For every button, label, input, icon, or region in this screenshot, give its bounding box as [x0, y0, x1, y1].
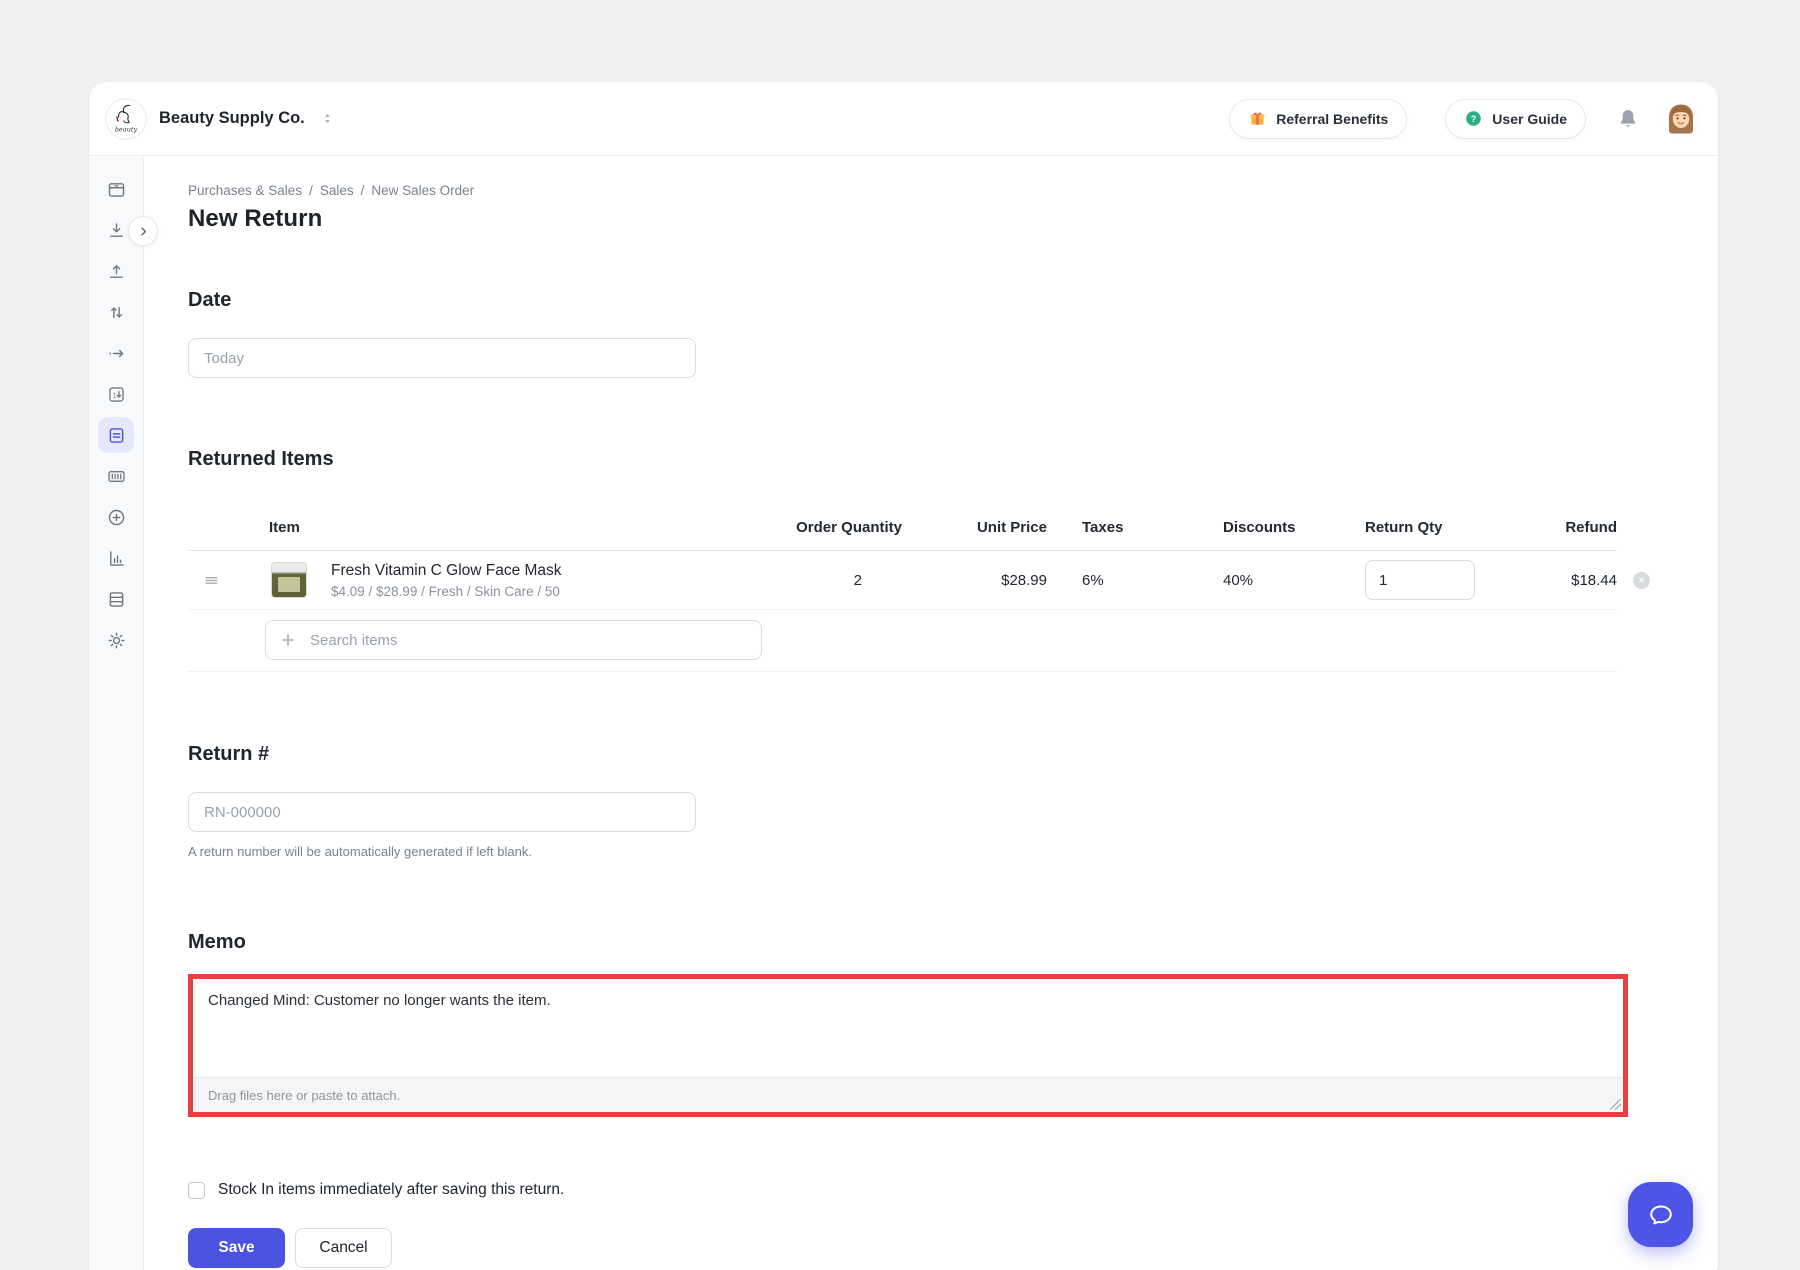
- product-name: Fresh Vitamin C Glow Face Mask: [331, 561, 562, 579]
- company-name: Beauty Supply Co.: [159, 109, 305, 127]
- bar-chart-icon: [109, 550, 124, 566]
- referral-benefits-button[interactable]: Referral Benefits: [1229, 98, 1408, 139]
- app-window: beauty Beauty Supply Co. Referral Benefi…: [89, 82, 1718, 1270]
- return-number-input[interactable]: [188, 792, 696, 832]
- sidebar-item-stock-out[interactable]: [98, 253, 134, 289]
- company-switcher[interactable]: [319, 110, 336, 127]
- drag-handle-icon[interactable]: [203, 572, 220, 589]
- memo-heading: Memo: [188, 931, 246, 953]
- memo-textarea[interactable]: Changed Mind: Customer no longer wants t…: [193, 979, 1623, 1077]
- package-icon: [108, 182, 124, 197]
- row-discounts: 40%: [1223, 571, 1254, 589]
- col-item: Item: [269, 518, 300, 536]
- search-items-input[interactable]: [265, 620, 762, 660]
- bell-icon: [1620, 109, 1636, 127]
- row-refund: $18.44: [1571, 571, 1617, 589]
- breadcrumb-separator: /: [360, 183, 365, 198]
- sidebar-item-stock-in[interactable]: [98, 212, 134, 248]
- breadcrumb: Purchases & Sales / Sales / New Sales Or…: [188, 183, 1683, 198]
- breadcrumb-current: New Sales Order: [371, 183, 475, 198]
- plus-circle-icon: [108, 509, 124, 525]
- gear-icon: [107, 631, 125, 649]
- returned-items-heading: Returned Items: [188, 448, 334, 470]
- memo-highlighted-area: Changed Mind: Customer no longer wants t…: [188, 974, 1628, 1117]
- table-row: Fresh Vitamin C Glow Face Mask $4.09 / $…: [188, 551, 1650, 610]
- col-return-qty: Return Qty: [1365, 518, 1443, 536]
- svg-text:1: 1: [112, 390, 116, 399]
- referral-benefits-label: Referral Benefits: [1276, 110, 1389, 127]
- stacked-rows-icon: [109, 591, 123, 607]
- gift-icon: [1250, 112, 1265, 125]
- return-number-helper: A return number will be automatically ge…: [188, 844, 532, 859]
- page-title: New Return: [188, 205, 323, 232]
- row-taxes: 6%: [1082, 571, 1104, 589]
- product-info: Fresh Vitamin C Glow Face Mask $4.09 / $…: [331, 562, 562, 599]
- main-content: Purchases & Sales / Sales / New Sales Or…: [144, 156, 1683, 1268]
- sidebar-item-inventory[interactable]: [98, 581, 134, 617]
- user-guide-label: User Guide: [1492, 110, 1567, 127]
- app-header: beauty Beauty Supply Co. Referral Benefi…: [89, 82, 1718, 156]
- col-refund: Refund: [1565, 518, 1617, 536]
- col-taxes: Taxes: [1082, 518, 1124, 536]
- date-input[interactable]: [188, 338, 696, 378]
- attachment-dropzone[interactable]: Drag files here or paste to attach.: [193, 1077, 1623, 1112]
- chevron-right-icon: [140, 226, 146, 236]
- sidebar-item-transfers[interactable]: [98, 294, 134, 330]
- sidebar-nav: 1: [89, 157, 144, 1270]
- sidebar-item-reports[interactable]: [98, 540, 134, 576]
- sidebar-item-adjustments[interactable]: 1: [98, 376, 134, 412]
- download-icon: [109, 222, 123, 237]
- product-details: $4.09 / $28.99 / Fresh / Skin Care / 50: [331, 583, 560, 599]
- updown-caret-icon: [324, 114, 330, 123]
- breadcrumb-separator: /: [309, 183, 313, 198]
- stock-in-checkbox[interactable]: [188, 1181, 205, 1199]
- transfer-arrows-icon: [110, 306, 122, 318]
- table-header-row: Item Order Quantity Unit Price Taxes Dis…: [188, 504, 1617, 551]
- date-heading: Date: [188, 289, 232, 311]
- returned-items-table: Item Order Quantity Unit Price Taxes Dis…: [188, 504, 1650, 672]
- chat-support-button[interactable]: [1628, 1182, 1693, 1247]
- return-qty-input[interactable]: [1365, 560, 1475, 600]
- document-icon: [109, 427, 123, 443]
- number-sort-icon: 1: [108, 386, 124, 402]
- sidebar-item-documents-active[interactable]: [98, 417, 134, 453]
- dot-arrow-right-icon: [108, 349, 123, 357]
- logo-wordmark: beauty: [115, 125, 138, 133]
- barcode-icon: [107, 470, 125, 482]
- col-order-quantity: Order Quantity: [796, 518, 902, 536]
- breadcrumb-sales[interactable]: Sales: [319, 183, 354, 198]
- save-button[interactable]: Save: [188, 1228, 285, 1268]
- upload-icon: [109, 264, 123, 278]
- sidebar-item-dispatch[interactable]: [98, 335, 134, 371]
- row-order-quantity: 2: [853, 571, 862, 589]
- row-unit-price: $28.99: [1001, 571, 1047, 589]
- stock-in-label: Stock In items immediately after saving …: [218, 1181, 565, 1198]
- user-guide-button[interactable]: ? User Guide: [1445, 98, 1586, 139]
- col-unit-price: Unit Price: [976, 518, 1047, 536]
- sidebar-item-packages[interactable]: [98, 171, 134, 207]
- breadcrumb-purchases-sales[interactable]: Purchases & Sales: [188, 183, 303, 198]
- add-item-row: [188, 610, 1617, 672]
- user-avatar[interactable]: [1662, 99, 1700, 138]
- product-thumbnail: [271, 562, 307, 598]
- col-discounts: Discounts: [1223, 518, 1296, 536]
- sidebar-expand-button[interactable]: [128, 216, 158, 246]
- question-circle-icon: ?: [1466, 111, 1482, 126]
- attachment-hint: Drag files here or paste to attach.: [208, 1087, 401, 1103]
- resize-handle[interactable]: [1610, 1099, 1621, 1110]
- company-logo-icon: beauty: [105, 97, 147, 140]
- cancel-button[interactable]: Cancel: [295, 1228, 392, 1268]
- chat-bubble-icon: [1649, 1205, 1672, 1224]
- return-number-heading: Return #: [188, 743, 270, 765]
- action-buttons: Save Cancel: [188, 1228, 1683, 1268]
- remove-row-button[interactable]: ✕: [1633, 572, 1650, 589]
- sidebar-item-create[interactable]: [98, 499, 134, 535]
- notifications-button[interactable]: [1616, 107, 1640, 131]
- sidebar-item-settings[interactable]: [98, 622, 134, 658]
- avatar-memoji-icon: [1662, 99, 1700, 138]
- svg-text:?: ?: [1471, 114, 1477, 124]
- sidebar-item-barcodes[interactable]: [98, 458, 134, 494]
- stock-in-row: Stock In items immediately after saving …: [188, 1181, 1683, 1199]
